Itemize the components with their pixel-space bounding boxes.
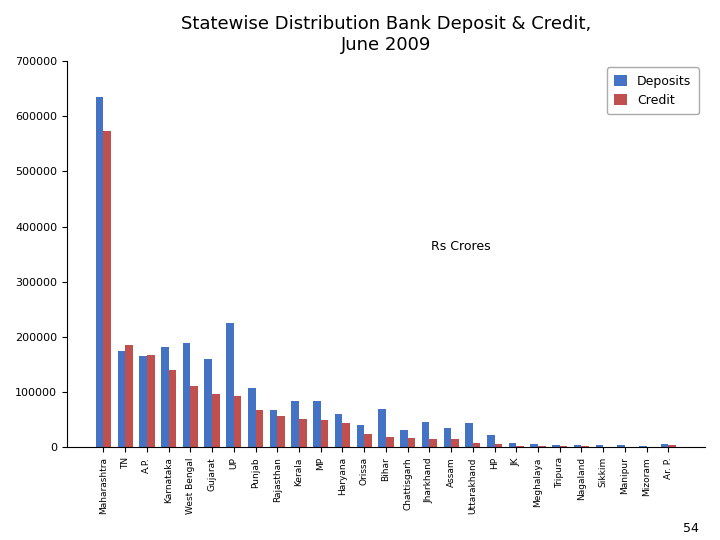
Bar	[256, 410, 264, 448]
Text: 54: 54	[683, 522, 698, 535]
Bar	[190, 386, 198, 448]
Bar	[183, 342, 190, 448]
Bar	[668, 445, 676, 448]
Bar	[168, 369, 176, 448]
Bar	[552, 445, 559, 448]
Bar	[248, 388, 256, 448]
Bar	[313, 401, 320, 448]
Text: Rs Crores: Rs Crores	[431, 240, 490, 253]
Bar	[422, 422, 429, 448]
Bar	[647, 447, 654, 448]
Bar	[161, 347, 168, 448]
Bar	[104, 131, 111, 448]
Bar	[429, 439, 437, 448]
Bar	[574, 446, 582, 448]
Bar	[270, 410, 277, 448]
Bar	[639, 446, 647, 448]
Bar	[617, 446, 625, 448]
Bar	[125, 345, 132, 448]
Bar	[509, 443, 516, 448]
Bar	[465, 423, 473, 448]
Bar	[531, 444, 538, 448]
Bar	[96, 97, 104, 448]
Bar	[538, 446, 546, 448]
Bar	[139, 356, 147, 448]
Bar	[335, 414, 343, 448]
Bar	[444, 428, 451, 448]
Bar	[292, 401, 299, 448]
Bar	[408, 437, 415, 448]
Bar	[603, 447, 611, 448]
Bar	[234, 396, 241, 448]
Bar	[147, 355, 155, 448]
Bar	[320, 421, 328, 448]
Bar	[378, 409, 386, 448]
Bar	[451, 438, 459, 448]
Bar	[356, 426, 364, 448]
Legend: Deposits, Credit: Deposits, Credit	[607, 67, 698, 114]
Bar	[204, 359, 212, 448]
Bar	[595, 446, 603, 448]
Bar	[343, 423, 350, 448]
Bar	[625, 447, 633, 448]
Bar	[364, 434, 372, 448]
Bar	[582, 447, 589, 448]
Bar	[400, 430, 408, 448]
Bar	[117, 351, 125, 448]
Bar	[299, 420, 307, 448]
Bar	[487, 435, 495, 448]
Bar	[559, 447, 567, 448]
Bar	[212, 394, 220, 448]
Bar	[495, 444, 502, 448]
Bar	[516, 446, 524, 448]
Bar	[386, 437, 394, 448]
Bar	[226, 323, 234, 448]
Title: Statewise Distribution Bank Deposit & Credit,
June 2009: Statewise Distribution Bank Deposit & Cr…	[181, 15, 591, 54]
Bar	[473, 442, 480, 448]
Bar	[277, 416, 285, 448]
Bar	[661, 444, 668, 448]
